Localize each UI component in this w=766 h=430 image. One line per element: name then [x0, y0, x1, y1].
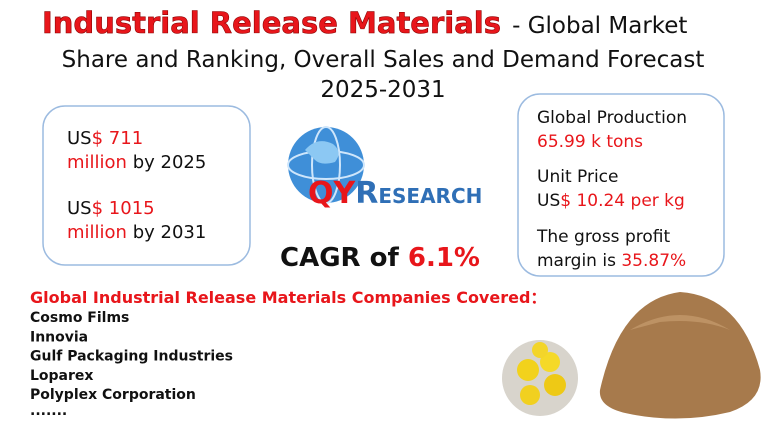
market-suffix: by 2031	[133, 222, 207, 243]
logo-part: ESEARCH	[378, 184, 482, 208]
market-line: US$ 711	[67, 128, 143, 149]
stat-line: margin is 35.87%	[537, 251, 686, 271]
title-text: - Global Market	[512, 13, 687, 39]
stat-value: 65.99 k tons	[537, 132, 643, 152]
market-value: $ 711	[92, 128, 144, 149]
market-unit: million	[67, 222, 127, 243]
company-name: Loparex	[30, 368, 93, 384]
cagr-label: CAGR of	[280, 243, 399, 273]
stat-value: 35.87%	[621, 251, 686, 271]
logo-globe	[287, 126, 365, 204]
market-prefix: US	[67, 198, 92, 219]
company-name: Cosmo Films	[30, 310, 129, 326]
market-box	[42, 105, 251, 266]
logo-part: R	[355, 176, 378, 211]
cagr-value: 6.1%	[408, 243, 480, 273]
market-line: million by 2025	[67, 152, 206, 173]
powder-image	[599, 292, 761, 419]
title-text: 2025-2031	[320, 77, 445, 103]
title-highlight: Industrial Release Materials	[42, 6, 501, 40]
title-line: Industrial Release Materials - Global Ma…	[42, 6, 687, 40]
market-line: million by 2031	[67, 222, 206, 243]
flower-image	[502, 340, 578, 416]
company-name: Gulf Packaging Industries	[30, 349, 233, 365]
company-name: Polyplex Corporation	[30, 387, 196, 403]
market-value: $ 1015	[92, 198, 155, 219]
logo-part: QY	[308, 176, 357, 211]
market-unit: million	[67, 152, 127, 173]
market-line: US$ 1015	[67, 198, 155, 219]
market-prefix: US	[67, 128, 92, 149]
stat-line: US$ 10.24 per kg	[537, 191, 685, 211]
stats-box	[517, 93, 725, 277]
cagr: CAGR of 6.1%	[280, 243, 480, 273]
company-name: Innovia	[30, 329, 88, 345]
stat-label: margin is	[537, 251, 616, 271]
stat-label: The gross profit	[536, 227, 670, 247]
stat-label: Global Production	[537, 108, 687, 128]
stat-value: $ 10.24 per kg	[560, 191, 685, 211]
companies-heading: Global Industrial Release Materials Comp…	[30, 288, 546, 307]
stat-prefix: US	[537, 191, 560, 211]
title-text: Share and Ranking, Overall Sales and Dem…	[62, 47, 705, 73]
company-more: ·······	[30, 407, 67, 423]
market-suffix: by 2025	[133, 152, 207, 173]
logo-text: QYRESEARCH	[308, 176, 482, 211]
stat-label: Unit Price	[537, 167, 618, 187]
